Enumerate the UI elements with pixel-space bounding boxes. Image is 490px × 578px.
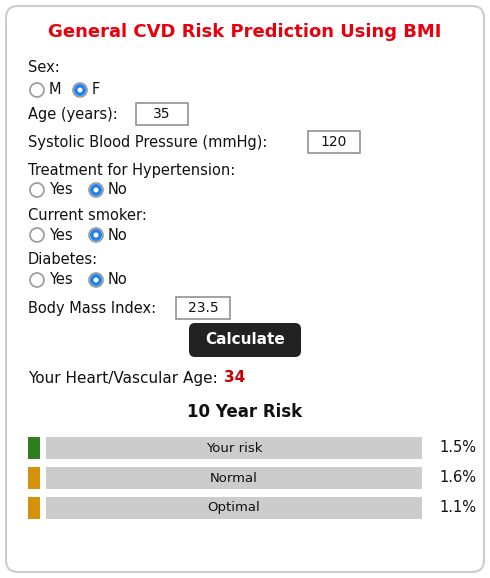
Text: Optimal: Optimal	[208, 502, 260, 514]
Text: No: No	[108, 228, 128, 243]
Text: 35: 35	[153, 107, 171, 121]
Text: Your Heart/Vascular Age:: Your Heart/Vascular Age:	[28, 370, 222, 386]
FancyBboxPatch shape	[308, 131, 360, 153]
Text: No: No	[108, 272, 128, 287]
Text: Yes: Yes	[49, 183, 73, 198]
Text: 10 Year Risk: 10 Year Risk	[188, 403, 302, 421]
Text: General CVD Risk Prediction Using BMI: General CVD Risk Prediction Using BMI	[49, 23, 441, 41]
Circle shape	[90, 274, 102, 286]
Circle shape	[90, 184, 102, 196]
Text: F: F	[92, 83, 100, 98]
Circle shape	[94, 187, 98, 192]
Text: 1.5%: 1.5%	[439, 440, 476, 455]
Circle shape	[89, 183, 103, 197]
Text: Yes: Yes	[49, 228, 73, 243]
Bar	[46, 497, 422, 519]
Circle shape	[89, 273, 103, 287]
Bar	[28, 467, 40, 489]
FancyBboxPatch shape	[136, 103, 188, 125]
Circle shape	[89, 228, 103, 242]
Text: Your risk: Your risk	[206, 442, 262, 454]
Text: 120: 120	[321, 135, 347, 149]
Text: 1.1%: 1.1%	[439, 501, 476, 516]
FancyBboxPatch shape	[176, 297, 230, 319]
Text: Calculate: Calculate	[205, 332, 285, 347]
Circle shape	[94, 232, 98, 238]
Circle shape	[30, 83, 44, 97]
Circle shape	[77, 87, 82, 92]
Text: Age (years):: Age (years):	[28, 106, 118, 121]
Circle shape	[73, 83, 87, 97]
Text: Systolic Blood Pressure (mmHg):: Systolic Blood Pressure (mmHg):	[28, 135, 268, 150]
Text: 1.6%: 1.6%	[439, 470, 476, 486]
Bar	[28, 437, 40, 459]
Circle shape	[94, 277, 98, 283]
Bar	[28, 497, 40, 519]
Text: Diabetes:: Diabetes:	[28, 253, 98, 268]
Circle shape	[30, 183, 44, 197]
Circle shape	[30, 273, 44, 287]
FancyBboxPatch shape	[189, 323, 301, 357]
Circle shape	[30, 228, 44, 242]
Circle shape	[90, 229, 102, 241]
Text: Normal: Normal	[210, 472, 258, 484]
Text: Current smoker:: Current smoker:	[28, 208, 147, 223]
Text: 34: 34	[224, 370, 245, 386]
Text: Yes: Yes	[49, 272, 73, 287]
Text: M: M	[49, 83, 62, 98]
Text: 23.5: 23.5	[188, 301, 219, 315]
Text: Body Mass Index:: Body Mass Index:	[28, 301, 156, 316]
FancyBboxPatch shape	[6, 6, 484, 572]
Text: No: No	[108, 183, 128, 198]
Text: Sex:: Sex:	[28, 61, 60, 76]
Bar	[46, 467, 422, 489]
Bar	[46, 437, 422, 459]
Text: Treatment for Hypertension:: Treatment for Hypertension:	[28, 162, 235, 177]
Circle shape	[74, 84, 86, 96]
